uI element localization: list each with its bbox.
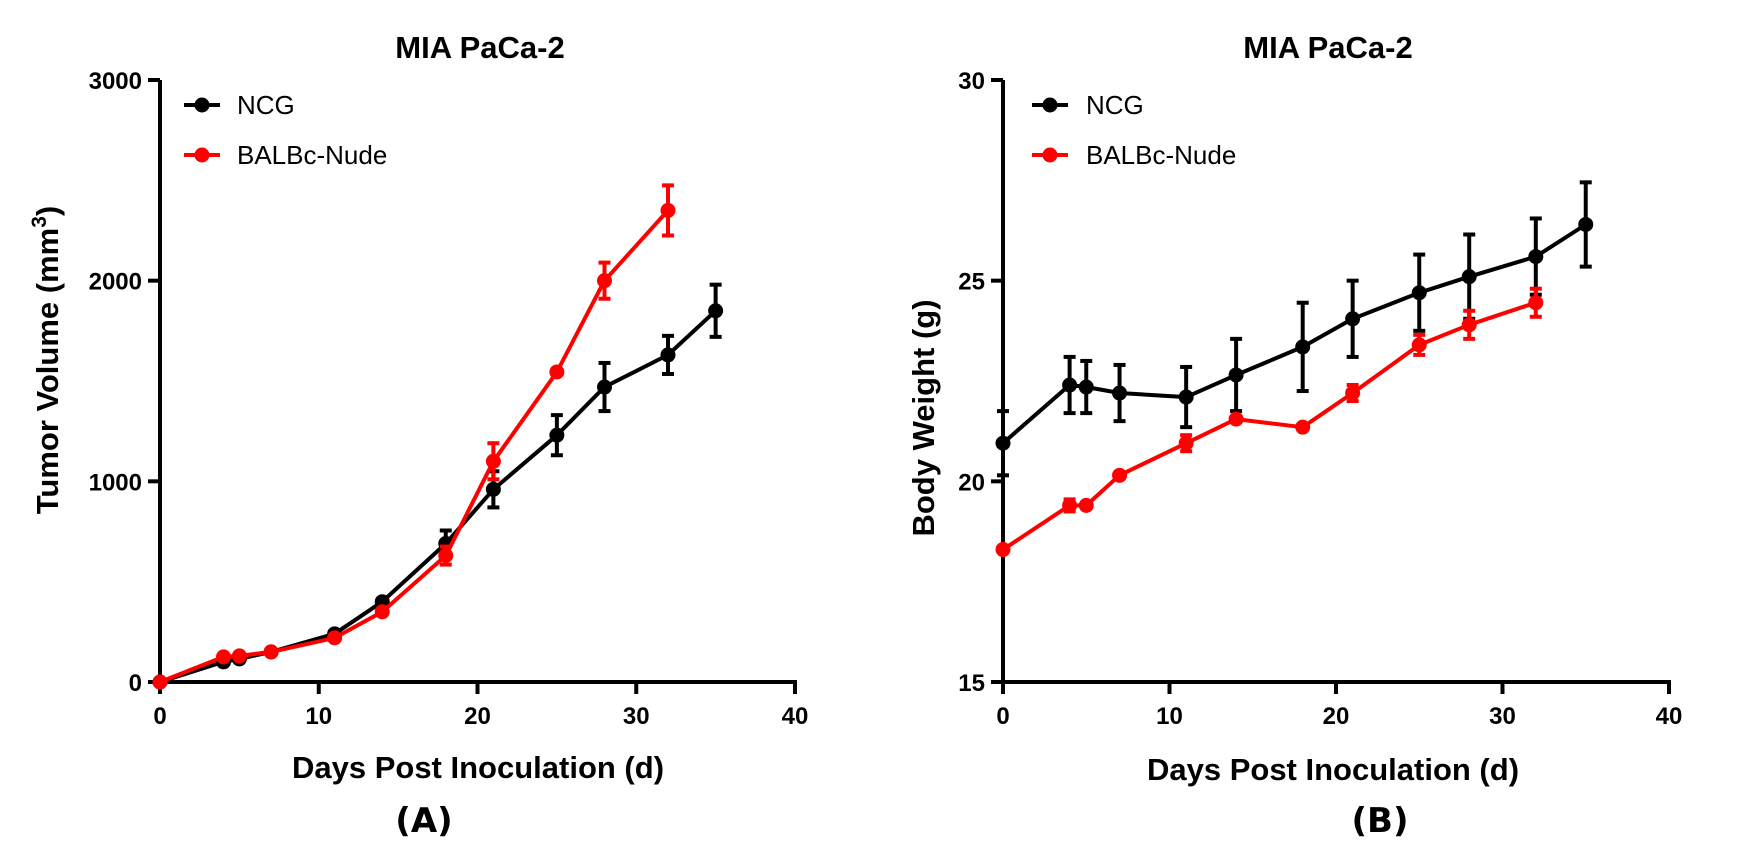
legend: NCG BALBc-Nude [1032,90,1236,170]
data-point [263,644,279,660]
data-point [485,481,501,497]
chart-title: MIA PaCa-2 [1243,30,1412,65]
data-point [1112,467,1128,483]
data-point [1078,497,1094,513]
data-point [152,674,168,690]
data-point [374,604,390,620]
y-axis-label: Body Weight (g) [906,299,941,536]
data-point [1295,419,1311,435]
x-tick-label: 40 [782,703,809,730]
y-tick-label: 1000 [89,469,142,496]
x-tick-label: 30 [1489,703,1516,730]
y-tick-label: 30 [958,68,985,95]
legend-item-nude: BALBc-Nude [1032,140,1236,170]
data-point [549,364,565,380]
data-point [597,273,612,289]
data-point [1578,216,1594,232]
x-tick-label: 10 [305,703,332,730]
panel-a-tumor-volume: MIA PaCa-2 0 10 20 30 40 0 1000 2000 3000 NCG BA… [28,30,808,841]
legend-item-nude: BALBc-Nude [184,140,387,170]
y-axis-label-main: Body Weight (g) [906,299,941,536]
y-axis-label: Tumor Volume (mm3) [28,206,65,515]
data-point [1528,249,1544,265]
legend-marker-ncg [194,97,210,113]
data-point [1461,317,1477,333]
data-point [1528,295,1544,311]
data-point [1062,377,1078,393]
data-point [549,427,565,443]
data-point [485,453,501,469]
data-point [327,630,343,646]
legend-marker-nude [194,147,210,163]
y-axis-label-main: Tumor Volume (mm [30,228,65,514]
data-point [216,649,231,665]
plot-area: 0 10 20 30 40 15 20 25 30 [958,68,1682,730]
data-point [660,347,676,363]
x-tick-label: 30 [623,703,650,730]
data-point [597,379,612,395]
legend-marker-nude [1042,147,1058,163]
panel-label-a: (A) [395,801,452,841]
data-point [1228,367,1244,383]
data-point [708,303,724,319]
x-axis-label: Days Post Inoculation (d) [1147,752,1519,787]
panel-label-b: (B) [1352,801,1409,841]
data-point [1078,379,1094,395]
data-point [231,648,247,664]
plot-area: 0 10 20 30 40 0 1000 2000 3000 [89,68,809,730]
x-tick-label: 20 [1323,703,1350,730]
legend-marker-ncg [1042,97,1058,113]
series-balbc-nude [995,286,1544,558]
series-line-balbc-nude [1001,300,1537,552]
y-tick-label: 25 [958,269,985,296]
x-tick-label: 40 [1656,703,1683,730]
data-point [995,542,1011,558]
panel-b-body-weight: MIA PaCa-2 0 10 20 30 40 15 20 25 30 NCG BALBc-N… [906,30,1682,841]
data-point [1228,411,1244,427]
data-point [1178,435,1194,451]
y-tick-label: 0 [129,670,142,697]
series-line-ncg [159,309,717,684]
data-point [438,548,454,564]
x-tick-label: 0 [996,703,1009,730]
legend-label-nude: BALBc-Nude [1086,140,1236,170]
y-axis-label-end: ) [30,206,65,216]
data-point [1461,269,1477,285]
data-point [1295,339,1311,355]
series-line-balbc-nude [159,209,670,684]
data-point [1062,497,1078,513]
data-point [1178,389,1194,405]
series-ncg [995,180,1594,478]
legend-item-ncg: NCG [1032,90,1144,120]
data-point [660,202,676,218]
data-point [1112,385,1128,401]
legend-label-nude: BALBc-Nude [237,140,387,170]
series-balbc-nude [152,183,676,690]
x-axis-label: Days Post Inoculation (d) [292,750,664,785]
y-tick-label: 15 [958,670,985,697]
x-tick-label: 10 [1156,703,1183,730]
legend-label-ncg: NCG [237,90,295,120]
data-point [1411,285,1427,301]
data-point [1345,311,1361,327]
legend-label-ncg: NCG [1086,90,1144,120]
x-tick-label: 20 [464,703,491,730]
x-tick-label: 0 [153,703,166,730]
data-point [1411,337,1427,353]
chart-title: MIA PaCa-2 [395,30,564,65]
y-tick-label: 2000 [89,269,142,296]
legend: NCG BALBc-Nude [184,90,387,170]
series-ncg [152,282,724,690]
data-point [995,435,1011,451]
legend-item-ncg: NCG [184,90,295,120]
data-point [1345,385,1361,401]
y-axis-label-superscript: 3 [28,216,51,228]
series-line-ncg [1001,222,1587,445]
y-tick-label: 3000 [89,68,142,95]
y-tick-label: 20 [958,469,985,496]
